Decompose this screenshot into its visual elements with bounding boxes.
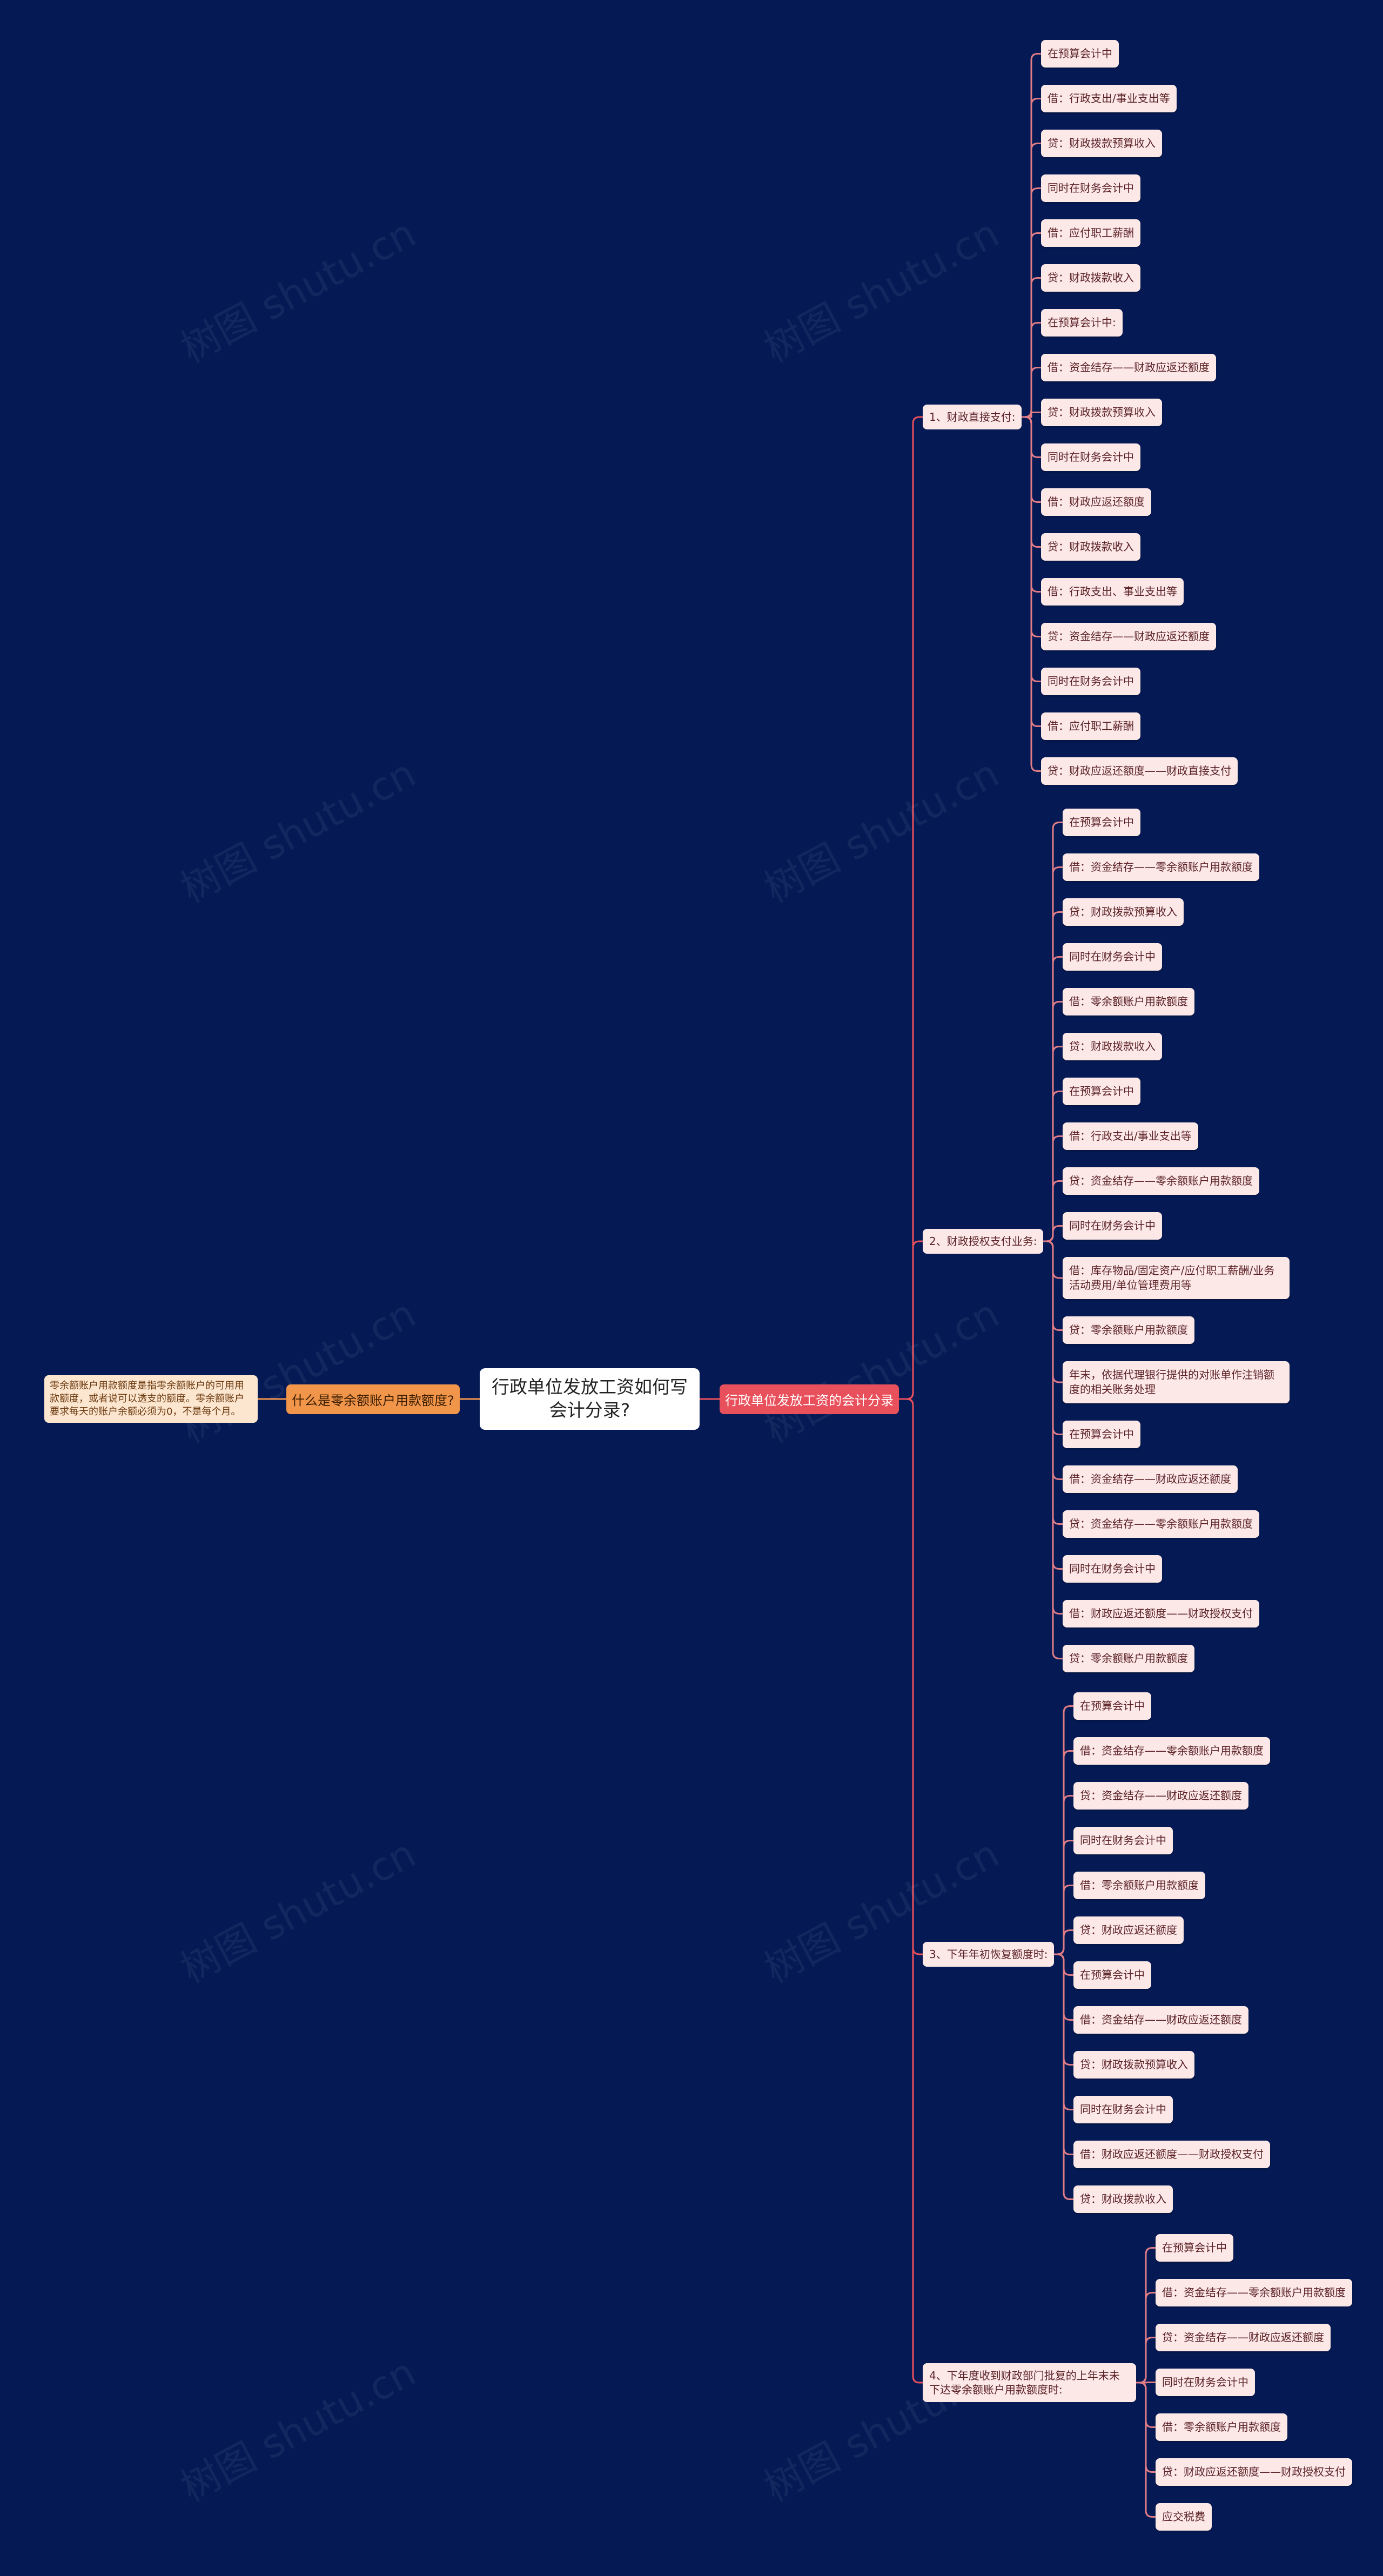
leaf-node: 同时在财务会计中	[1063, 1212, 1162, 1240]
leaf-node: 在预算会计中	[1073, 1961, 1151, 1989]
leaf-node: 贷：资金结存——零余额账户用款额度	[1063, 1167, 1259, 1195]
leaf-node: 在预算会计中	[1156, 2234, 1233, 2262]
leaf-node: 借：库存物品/固定资产/应付职工薪酬/业务活动费用/单位管理费用等	[1063, 1257, 1290, 1299]
leaf-node: 贷：财政拨款收入	[1041, 264, 1140, 292]
leaf-node: 在预算会计中	[1063, 1421, 1140, 1448]
group-node: 2、财政授权支付业务:	[923, 1229, 1044, 1254]
leaf-node: 贷：财政拨款收入	[1063, 1033, 1162, 1060]
leaf-node: 同时在财务会计中	[1041, 443, 1140, 471]
leaf-node: 借：财政应返还额度——财政授权支付	[1063, 1600, 1259, 1627]
connector	[1054, 1953, 1073, 2200]
leaf-node: 同时在财务会计中	[1041, 174, 1140, 202]
note-node: 零余额账户用款额度是指零余额账户的可用用款额度，或者说可以透支的额度。零余额账户…	[44, 1375, 258, 1423]
leaf-node: 借：资金结存——零余额账户用款额度	[1063, 853, 1259, 881]
leaf-node: 贷：财政拨款收入	[1041, 533, 1140, 561]
group-node: 1、财政直接支付:	[923, 405, 1022, 429]
leaf-node: 借：行政支出/事业支出等	[1041, 85, 1177, 112]
leaf-node: 在预算会计中	[1063, 809, 1140, 836]
leaf-node: 贷：资金结存——零余额账户用款额度	[1063, 1510, 1259, 1538]
connector	[899, 1398, 923, 2384]
connector	[1022, 367, 1041, 418]
leaf-node: 同时在财务会计中	[1063, 1555, 1162, 1583]
leaf-node: 在预算会计中	[1073, 1692, 1151, 1720]
connector	[1022, 416, 1041, 772]
leaf-node: 同时在财务会计中	[1073, 2096, 1173, 2123]
branch-node: 什么是零余额账户用款额度?	[286, 1384, 460, 1414]
leaf-node: 借：行政支出、事业支出等	[1041, 578, 1184, 606]
leaf-node: 同时在财务会计中	[1041, 668, 1140, 695]
leaf-node: 在预算会计中	[1041, 40, 1119, 68]
leaf-node: 借：资金结存——财政应返还额度	[1041, 354, 1216, 381]
leaf-node: 贷：财政应返还额度——财政直接支付	[1041, 757, 1238, 785]
leaf-node: 借：财政应返还额度	[1041, 488, 1151, 516]
leaf-node: 贷：财政拨款预算收入	[1063, 898, 1184, 926]
branch-node: 行政单位发放工资的会计分录	[720, 1384, 899, 1414]
connector	[1043, 1240, 1063, 1659]
connector	[899, 416, 923, 1400]
leaf-node: 同时在财务会计中	[1156, 2369, 1255, 2396]
leaf-node: 贷：财政拨款预算收入	[1041, 399, 1162, 426]
connector	[1136, 2337, 1156, 2384]
leaf-node: 借：财政应返还额度——财政授权支付	[1073, 2141, 1270, 2168]
leaf-node: 在预算会计中	[1063, 1078, 1140, 1105]
leaf-node: 同时在财务会计中	[1063, 943, 1162, 971]
leaf-node: 借：应付职工薪酬	[1041, 712, 1140, 740]
leaf-node: 借：零余额账户用款额度	[1156, 2413, 1287, 2441]
connector	[1054, 1929, 1073, 1955]
connector	[1136, 2382, 1156, 2518]
leaf-node: 贷：财政应返还额度	[1073, 1916, 1184, 1944]
leaf-node: 贷：财政拨款预算收入	[1041, 130, 1162, 157]
leaf-node: 贷：财政拨款预算收入	[1073, 2051, 1194, 2079]
leaf-node: 贷：零余额账户用款额度	[1063, 1316, 1194, 1344]
leaf-node: 借：资金结存——零余额账户用款额度	[1156, 2279, 1352, 2306]
leaf-node: 借：行政支出/事业支出等	[1063, 1122, 1198, 1150]
leaf-node: 借：资金结存——财政应返还额度	[1063, 1465, 1238, 1493]
leaf-node: 贷：零余额账户用款额度	[1063, 1645, 1194, 1672]
group-node: 4、下年度收到财政部门批复的上年末未下达零余额账户用款额度时:	[923, 2363, 1136, 2402]
leaf-node: 贷：资金结存——财政应返还额度	[1156, 2324, 1331, 2351]
leaf-node: 贷：资金结存——财政应返还额度	[1041, 623, 1216, 650]
leaf-node: 贷：财政拨款收入	[1073, 2185, 1173, 2213]
group-node: 3、下年年初恢复额度时:	[923, 1942, 1055, 1967]
leaf-node: 借：零余额账户用款额度	[1063, 988, 1194, 1015]
leaf-node: 同时在财务会计中	[1073, 1827, 1173, 1854]
leaf-node: 应交税费	[1156, 2503, 1212, 2531]
leaf-node: 借：应付职工薪酬	[1041, 219, 1140, 247]
leaf-node: 在预算会计中:	[1041, 309, 1123, 337]
leaf-node: 年末，依据代理银行提供的对账单作注销额度的相关账务处理	[1063, 1361, 1290, 1403]
leaf-node: 借：资金结存——零余额账户用款额度	[1073, 1737, 1270, 1765]
leaf-node: 借：零余额账户用款额度	[1073, 1872, 1205, 1899]
leaf-node: 贷：资金结存——财政应返还额度	[1073, 1782, 1248, 1810]
leaf-node: 借：资金结存——财政应返还额度	[1073, 2006, 1248, 2034]
root-node: 行政单位发放工资如何写会计分录?	[480, 1368, 700, 1430]
leaf-node: 贷：财政应返还额度——财政授权支付	[1156, 2458, 1352, 2486]
